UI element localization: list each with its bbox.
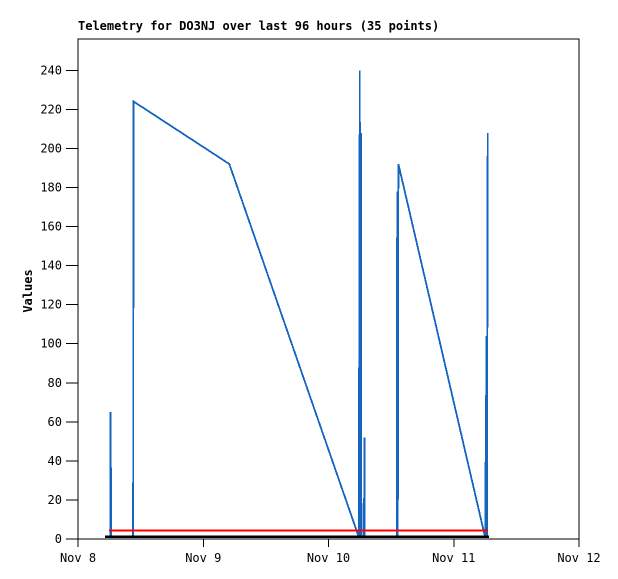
x-tick-label: Nov 8: [60, 551, 96, 565]
y-tick-label: 220: [40, 102, 62, 116]
chart-title: Telemetry for DO3NJ over last 96 hours (…: [78, 19, 440, 33]
y-tick-label: 200: [40, 141, 62, 155]
y-tick-label: 120: [40, 298, 62, 312]
y-tick-label: 40: [48, 454, 62, 468]
y-tick-label: 160: [40, 220, 62, 234]
y-tick-label: 140: [40, 259, 62, 273]
y-tick-label: 20: [48, 493, 62, 507]
y-tick-label: 240: [40, 63, 62, 77]
series-line-telemetry-values: [109, 70, 489, 538]
y-tick-label: 80: [48, 376, 62, 390]
y-tick-label: 60: [48, 415, 62, 429]
y-tick-label: 100: [40, 337, 62, 351]
y-tick-label: 180: [40, 180, 62, 194]
x-tick-label: Nov 11: [432, 551, 475, 565]
x-tick-label: Nov 9: [185, 551, 221, 565]
x-tick-label: Nov 10: [307, 551, 350, 565]
y-tick-label: 0: [55, 532, 62, 546]
x-tick-label: Nov 12: [557, 551, 600, 565]
